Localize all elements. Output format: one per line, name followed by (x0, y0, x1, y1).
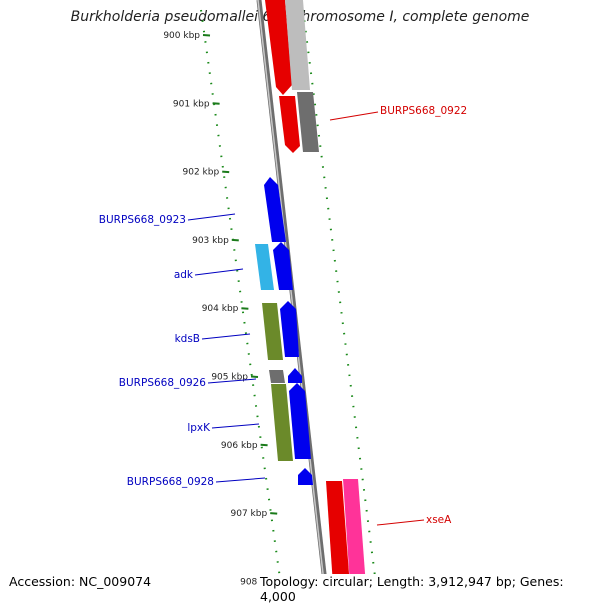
gene-feature-adk[interactable] (255, 244, 274, 290)
gene-feature-kdsb[interactable] (280, 301, 299, 357)
gene-feature-burps668-0922-red[interactable] (279, 96, 300, 153)
gene-label-kdsb[interactable]: kdsB (175, 333, 200, 345)
gene-label-connector (329, 111, 379, 121)
gene-label-connector (194, 268, 244, 276)
scale-tick-label: 908 kbp (240, 577, 277, 587)
accession-text: Accession: NC_009074 (9, 574, 152, 589)
scale-tick (222, 170, 230, 174)
gene-label-connector (211, 423, 260, 429)
scale-ticks: 900 kbp 901 kbp 902 kbp 903 kbp 904 kbp 905 k… (163, 31, 287, 587)
gene-label-lpxk[interactable]: lpxK (187, 422, 211, 434)
gene-label-connector (215, 477, 266, 483)
gene-feature-xsea[interactable] (343, 479, 367, 600)
gene-feature-burps668-0923[interactable] (264, 177, 286, 242)
scale-tick (202, 34, 211, 37)
gene-label-burps668-0922[interactable]: BURPS668_0922 (380, 105, 467, 117)
backbone (256, 0, 330, 600)
scale-tick-label: 903 kbp (192, 236, 229, 246)
scale-tick (250, 375, 259, 378)
gene-feature-xsea-red[interactable] (326, 481, 351, 600)
gene-label-burps668-0923[interactable]: BURPS668_0923 (99, 214, 186, 226)
gene-feature-kdsb-green[interactable] (262, 303, 283, 360)
scale-tick (260, 443, 268, 447)
scale-tick-label: 904 kbp (202, 304, 239, 314)
gene-feature-burps668-0922[interactable] (297, 92, 319, 152)
scale-tick-label: 905 kbp (211, 373, 248, 383)
gene-label-adk[interactable]: adk (174, 269, 194, 281)
scale-tick-label: 907 kbp (231, 509, 268, 519)
gene-feature-lpxk[interactable] (289, 383, 311, 459)
gene-feature-grey-upper[interactable] (285, 0, 310, 90)
scale-tick (231, 238, 239, 242)
scale-tick-label: 906 kbp (221, 441, 258, 451)
gene-label-connector (187, 213, 236, 221)
gene-feature-red-upper[interactable] (265, 0, 292, 95)
gene-label-connector (207, 378, 257, 384)
gene-feature-burps668-0926-blue[interactable] (288, 368, 302, 383)
gene-label-burps668-0928[interactable]: BURPS668_0928 (127, 476, 214, 488)
gene-label-connector (201, 333, 251, 340)
gene-feature-lpxk-green[interactable] (271, 384, 293, 461)
scale-tick (241, 307, 249, 310)
scale-tick-label: 901 kbp (173, 99, 210, 109)
scale-tick-label: 900 kbp (163, 31, 200, 41)
gene-label-connector (376, 519, 425, 526)
gene-label-burps668-0926[interactable]: BURPS668_0926 (119, 377, 207, 389)
gene-feature-adk-blue[interactable] (273, 242, 293, 290)
summary-text: Topology: circular; Length: 3,912,947 bp… (260, 574, 600, 604)
scale-tick (212, 102, 220, 105)
scale-tick (270, 512, 278, 515)
gene-label-xsea[interactable]: xseA (426, 514, 452, 526)
scale-tick-label: 902 kbp (183, 168, 220, 178)
gene-feature-burps668-0926[interactable] (269, 370, 285, 383)
gene-feature-burps668-0928[interactable] (298, 468, 313, 485)
